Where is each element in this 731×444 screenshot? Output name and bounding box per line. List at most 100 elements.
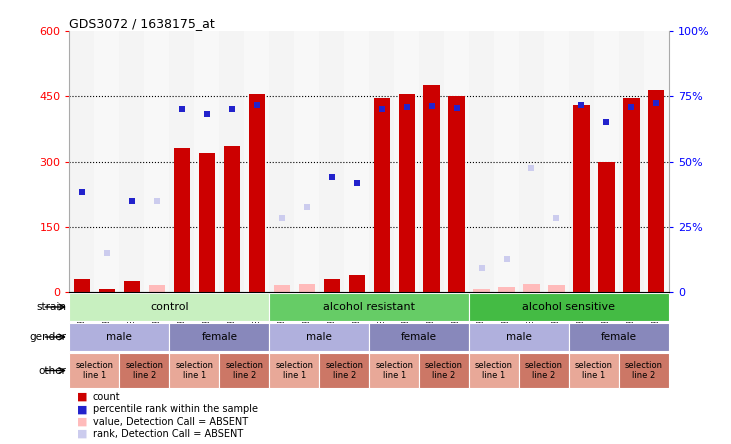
Bar <box>619 31 644 292</box>
Text: selection
line 1: selection line 1 <box>175 361 213 380</box>
Point <box>351 180 363 187</box>
Bar <box>594 31 619 292</box>
Point <box>76 188 88 195</box>
Bar <box>249 94 265 292</box>
Bar <box>69 293 269 321</box>
Bar <box>519 353 569 388</box>
Point <box>101 250 113 257</box>
Bar <box>619 353 669 388</box>
Text: control: control <box>150 302 189 312</box>
Text: ■: ■ <box>77 404 87 414</box>
Text: selection
line 2: selection line 2 <box>425 361 463 380</box>
Bar <box>494 31 519 292</box>
Bar <box>148 285 165 292</box>
Bar <box>499 287 515 292</box>
Text: rank, Detection Call = ABSENT: rank, Detection Call = ABSENT <box>93 429 243 439</box>
Bar <box>219 353 269 388</box>
Bar <box>244 31 269 292</box>
Text: male: male <box>107 332 132 342</box>
Bar <box>294 31 319 292</box>
Point <box>425 102 437 109</box>
Bar <box>598 162 615 292</box>
Point <box>626 103 637 111</box>
Point <box>601 119 613 126</box>
Text: selection
line 2: selection line 2 <box>325 361 363 380</box>
Bar <box>170 353 219 388</box>
Bar <box>119 353 170 388</box>
Bar <box>170 31 194 292</box>
Bar <box>548 285 564 292</box>
Bar <box>269 31 294 292</box>
Bar <box>170 323 269 351</box>
Point <box>301 204 313 211</box>
Text: alcohol sensitive: alcohol sensitive <box>523 302 616 312</box>
Text: ■: ■ <box>77 416 87 427</box>
Point <box>126 197 137 204</box>
Bar <box>469 293 669 321</box>
Bar <box>519 31 544 292</box>
Bar <box>269 293 469 321</box>
Bar <box>324 279 340 292</box>
Bar <box>174 148 190 292</box>
Bar <box>74 279 90 292</box>
Text: ■: ■ <box>77 429 87 439</box>
Bar <box>444 31 469 292</box>
Text: selection
line 2: selection line 2 <box>525 361 563 380</box>
Point <box>451 105 463 112</box>
Text: male: male <box>506 332 532 342</box>
Text: selection
line 2: selection line 2 <box>126 361 163 380</box>
Point <box>575 102 587 109</box>
Text: alcohol resistant: alcohol resistant <box>323 302 415 312</box>
Text: gender: gender <box>29 332 67 342</box>
Bar <box>423 85 440 292</box>
Bar <box>224 147 240 292</box>
Bar <box>394 31 419 292</box>
Bar <box>374 99 390 292</box>
Bar <box>644 31 669 292</box>
Point <box>226 106 238 113</box>
Text: count: count <box>93 392 121 402</box>
Bar <box>569 353 619 388</box>
Bar <box>469 31 494 292</box>
Bar <box>544 31 569 292</box>
Bar <box>419 31 444 292</box>
Bar <box>273 285 290 292</box>
Text: selection
line 1: selection line 1 <box>276 361 313 380</box>
Bar <box>199 153 215 292</box>
Point <box>151 197 163 204</box>
Text: value, Detection Call = ABSENT: value, Detection Call = ABSENT <box>93 416 248 427</box>
Bar <box>69 323 170 351</box>
Bar <box>69 353 119 388</box>
Text: percentile rank within the sample: percentile rank within the sample <box>93 404 258 414</box>
Text: other: other <box>39 365 67 376</box>
Point <box>176 106 188 113</box>
Bar <box>349 274 365 292</box>
Point <box>550 214 562 222</box>
Bar <box>319 31 344 292</box>
Text: female: female <box>201 332 238 342</box>
Bar <box>419 353 469 388</box>
Point <box>526 165 537 172</box>
Bar <box>569 323 669 351</box>
Point <box>401 103 412 111</box>
Bar <box>99 289 115 292</box>
Point <box>201 110 213 117</box>
Bar <box>448 96 465 292</box>
Bar <box>569 31 594 292</box>
Text: male: male <box>306 332 332 342</box>
Text: selection
line 1: selection line 1 <box>575 361 613 380</box>
Bar <box>369 353 419 388</box>
Bar <box>573 105 590 292</box>
Bar <box>369 323 469 351</box>
Text: selection
line 1: selection line 1 <box>475 361 513 380</box>
Bar <box>298 284 315 292</box>
Text: female: female <box>401 332 437 342</box>
Point <box>326 173 338 180</box>
Bar <box>69 31 94 292</box>
Point <box>651 99 662 107</box>
Bar <box>269 353 319 388</box>
Point <box>476 265 488 272</box>
Bar <box>344 31 369 292</box>
Point <box>251 102 262 109</box>
Bar <box>469 353 519 388</box>
